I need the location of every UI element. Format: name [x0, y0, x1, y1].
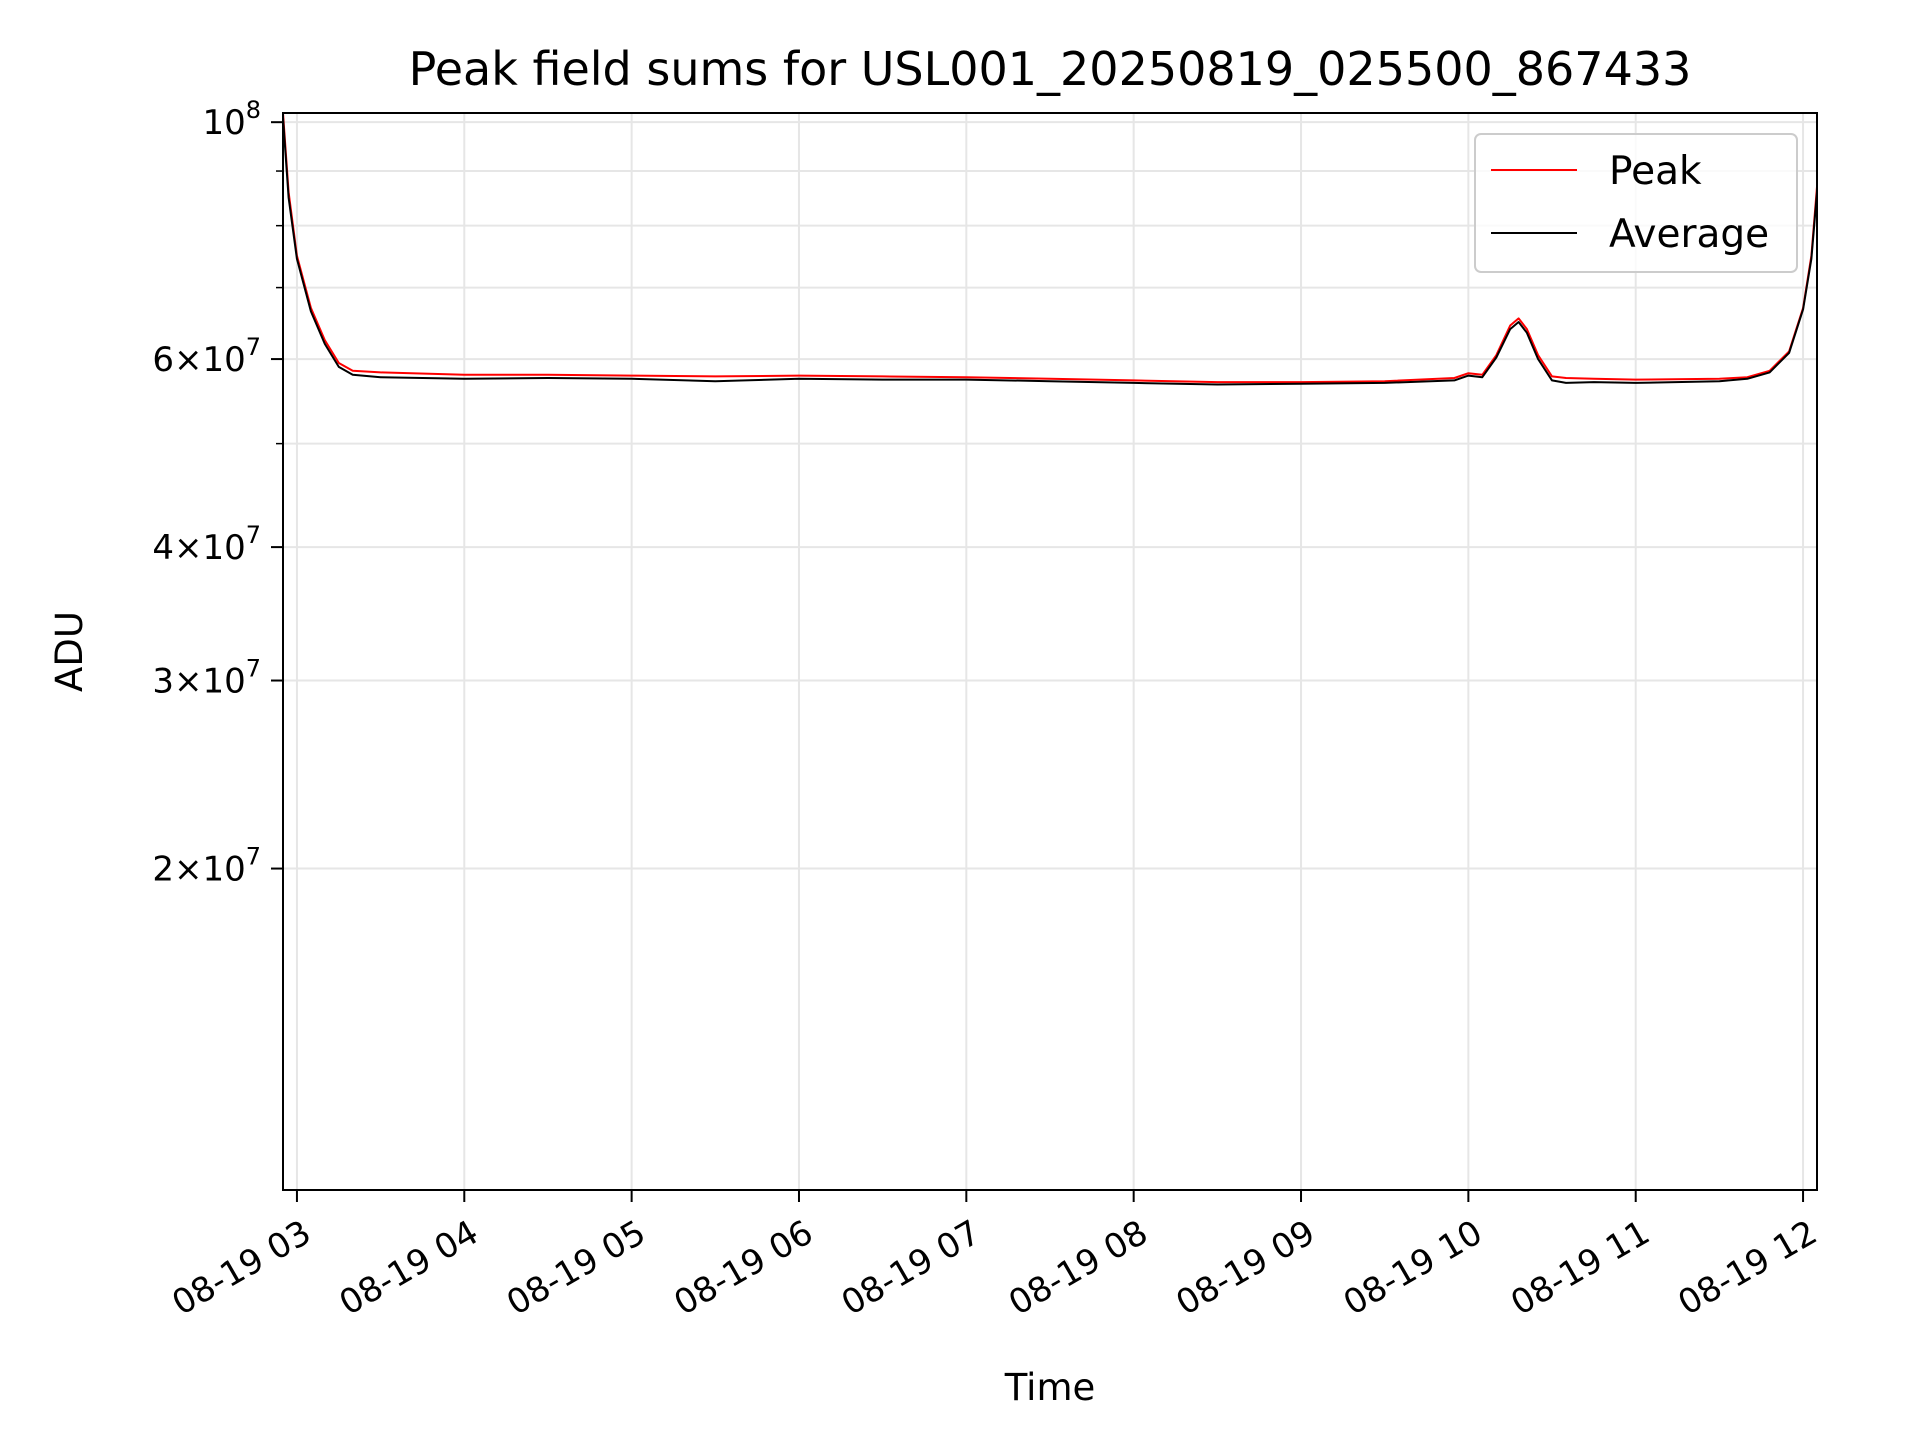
y-tick-label: 6×107	[152, 333, 261, 380]
y-tick-label: 4×107	[152, 521, 261, 568]
legend-label-peak: Peak	[1609, 149, 1702, 194]
chart-title: Peak field sums for USL001_20250819_0255…	[409, 42, 1692, 96]
legend: Peak Average	[1475, 134, 1797, 272]
y-tick-label: 3×107	[152, 655, 261, 702]
y-tick-label: 2×107	[152, 843, 261, 890]
y-axis-title: ADU	[48, 611, 91, 692]
legend-label-average: Average	[1609, 212, 1769, 257]
x-axis-title: Time	[1004, 1366, 1096, 1409]
